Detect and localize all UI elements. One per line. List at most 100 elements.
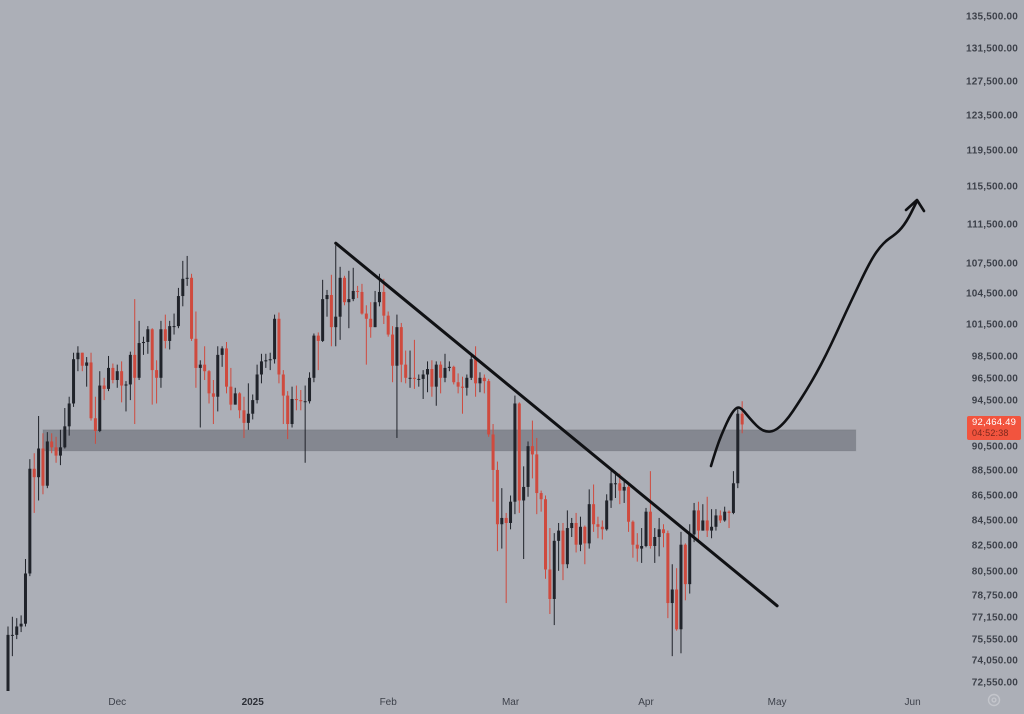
candle (723, 511, 727, 521)
price-tick-label: 94,500.00 (971, 395, 1018, 407)
candle (238, 393, 242, 411)
price-tick-label: 88,500.00 (971, 465, 1018, 477)
candle (338, 277, 342, 317)
price-tick-label: 75,550.00 (971, 634, 1018, 646)
candle-wick (614, 471, 616, 498)
candle (58, 447, 62, 456)
candle (246, 413, 250, 423)
candle (377, 291, 381, 303)
time-tick-label: Apr (638, 697, 654, 708)
candle (430, 369, 434, 387)
candle (115, 371, 119, 381)
candle (412, 377, 416, 379)
candle (587, 504, 591, 544)
candle-wick (33, 453, 35, 513)
candle (447, 366, 451, 368)
candle (102, 385, 106, 389)
candle-wick (418, 374, 420, 387)
candle (666, 533, 670, 604)
candle (487, 381, 491, 435)
price-tick-label: 77,150.00 (971, 612, 1018, 623)
candle (233, 393, 237, 405)
price-tick-label: 127,500.00 (965, 76, 1018, 88)
candle-wick (427, 361, 429, 393)
candle (294, 398, 298, 401)
candle (513, 403, 517, 502)
candle-wick (282, 370, 284, 425)
price-tick-label: 111,500.00 (967, 219, 1018, 231)
candle (303, 401, 307, 403)
supply-zone[interactable] (42, 429, 857, 452)
candle-wick (728, 510, 730, 529)
candle (286, 395, 290, 425)
candle (426, 369, 430, 375)
trendline[interactable] (334, 241, 779, 608)
candle (111, 367, 115, 381)
candle (37, 448, 41, 478)
price-tick-label: 86,500.00 (971, 490, 1018, 501)
candle-wick (335, 245, 337, 347)
candle (574, 522, 578, 545)
candle (618, 483, 622, 491)
time-axis[interactable]: Dec 2025 Feb Mar Apr May Jun (0, 694, 1024, 714)
candle-wick (396, 314, 398, 438)
candle (683, 544, 687, 585)
candle (675, 589, 679, 630)
candle (146, 329, 150, 342)
circle-dot-icon (987, 693, 1001, 707)
candle (727, 511, 731, 513)
candle-series (6, 245, 744, 691)
candle (509, 501, 513, 523)
candle (399, 327, 403, 365)
candle-wick (409, 350, 411, 388)
candle-wick (658, 517, 660, 557)
candle-wick (523, 466, 525, 559)
candle (530, 446, 534, 455)
price-tick-label: 107,500.00 (965, 258, 1018, 270)
candle (41, 448, 45, 486)
candle (45, 441, 49, 486)
candle (229, 386, 233, 405)
candle (670, 589, 674, 604)
candle (600, 526, 604, 530)
candle (443, 367, 447, 378)
candle (495, 469, 499, 525)
candle (596, 524, 600, 527)
candle (72, 359, 76, 404)
candle (98, 385, 102, 431)
candle (460, 386, 464, 388)
candle-wick (173, 313, 175, 335)
candle (478, 377, 482, 384)
candle (107, 367, 111, 389)
candle (635, 544, 639, 549)
candle (561, 530, 565, 565)
price-axis[interactable]: 135,500.00 131,500.00 127,500.00 123,500.00… (958, 0, 1024, 692)
candle-wick (326, 289, 328, 317)
candle (273, 318, 277, 360)
candle (662, 529, 665, 534)
candle (539, 493, 543, 500)
candle-wick (483, 374, 485, 394)
candle (155, 370, 159, 378)
time-tick-label: Dec (108, 697, 127, 708)
candle (622, 486, 626, 491)
candle (731, 483, 735, 513)
candle-wick (186, 255, 188, 286)
candle (592, 504, 596, 525)
candle (137, 343, 141, 378)
candle (150, 329, 154, 371)
price-tick-label: 74,050.00 (971, 655, 1018, 667)
candle (80, 352, 84, 366)
candle (364, 313, 368, 319)
candle (216, 354, 220, 397)
price-tick-label: 84,500.00 (971, 515, 1018, 526)
candle (242, 410, 246, 423)
projection-arrow[interactable] (709, 199, 919, 468)
candle (631, 521, 635, 545)
candle-wick (558, 522, 560, 571)
candle (93, 418, 97, 431)
candle (329, 295, 333, 328)
candle (474, 359, 478, 384)
candle (500, 517, 504, 525)
